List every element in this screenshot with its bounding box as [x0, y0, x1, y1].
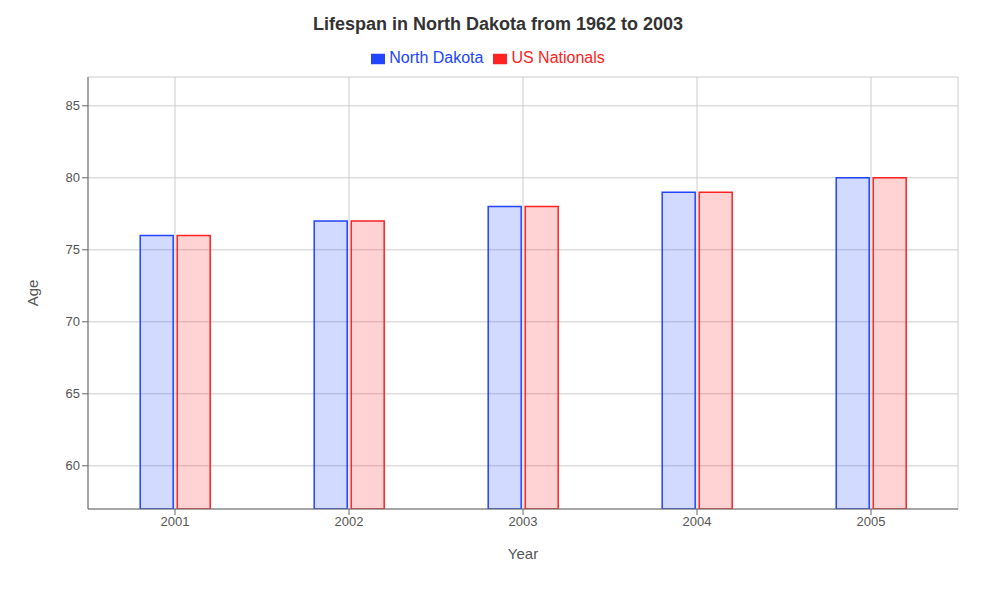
svg-text:85: 85	[66, 98, 80, 113]
svg-text:60: 60	[66, 458, 80, 473]
svg-text:2003: 2003	[509, 514, 538, 529]
svg-text:Age: Age	[24, 280, 41, 307]
svg-text:65: 65	[66, 386, 80, 401]
svg-text:2005: 2005	[857, 514, 886, 529]
svg-text:2004: 2004	[683, 514, 712, 529]
svg-text:2001: 2001	[161, 514, 190, 529]
svg-text:80: 80	[66, 170, 80, 185]
html-text:Lifespan in North Dakota from: Lifespan in North Dakota from 1962 to 20…	[312, 14, 683, 34]
svg-text:75: 75	[66, 242, 80, 257]
html-text:US Nationals: US Nationals	[511, 49, 605, 66]
svg-text:2002: 2002	[335, 514, 364, 529]
svg-text:70: 70	[66, 314, 80, 329]
svg-text:Year: Year	[508, 545, 538, 562]
html-text:North Dakota: North Dakota	[389, 49, 484, 66]
